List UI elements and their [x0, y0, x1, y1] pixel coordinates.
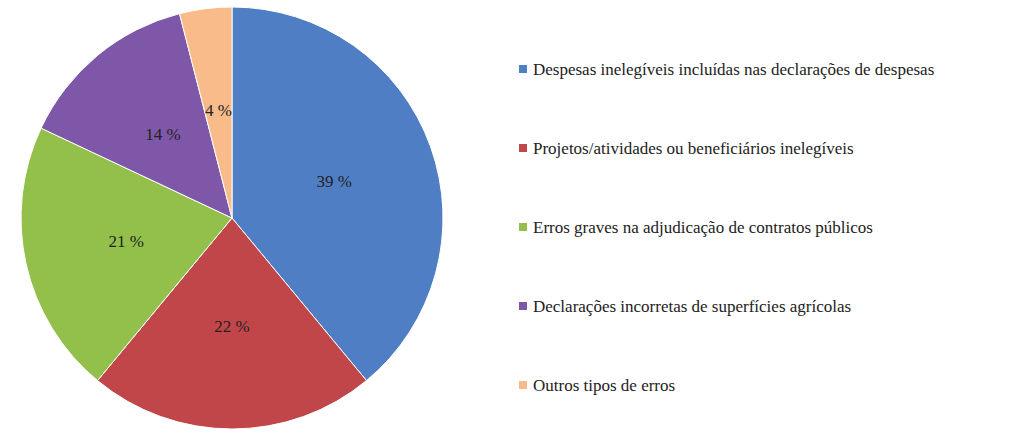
- svg-text:21 %: 21 %: [108, 232, 143, 251]
- svg-text:4 %: 4 %: [205, 101, 232, 120]
- svg-text:Despesas inelegíveis incluídas: Despesas inelegíveis incluídas nas decla…: [533, 60, 934, 79]
- svg-text:39 %: 39 %: [316, 172, 351, 191]
- svg-text:Outros tipos de erros: Outros tipos de erros: [533, 376, 675, 395]
- svg-text:Erros graves na adjudicação de: Erros graves na adjudicação de contratos…: [533, 218, 873, 237]
- svg-text:22 %: 22 %: [214, 317, 249, 336]
- svg-text:Projetos/atividades ou benefic: Projetos/atividades ou beneficiários ine…: [533, 139, 854, 158]
- svg-text:14 %: 14 %: [145, 125, 180, 144]
- svg-text:Declarações incorretas de supe: Declarações incorretas de superfícies ag…: [533, 297, 851, 316]
